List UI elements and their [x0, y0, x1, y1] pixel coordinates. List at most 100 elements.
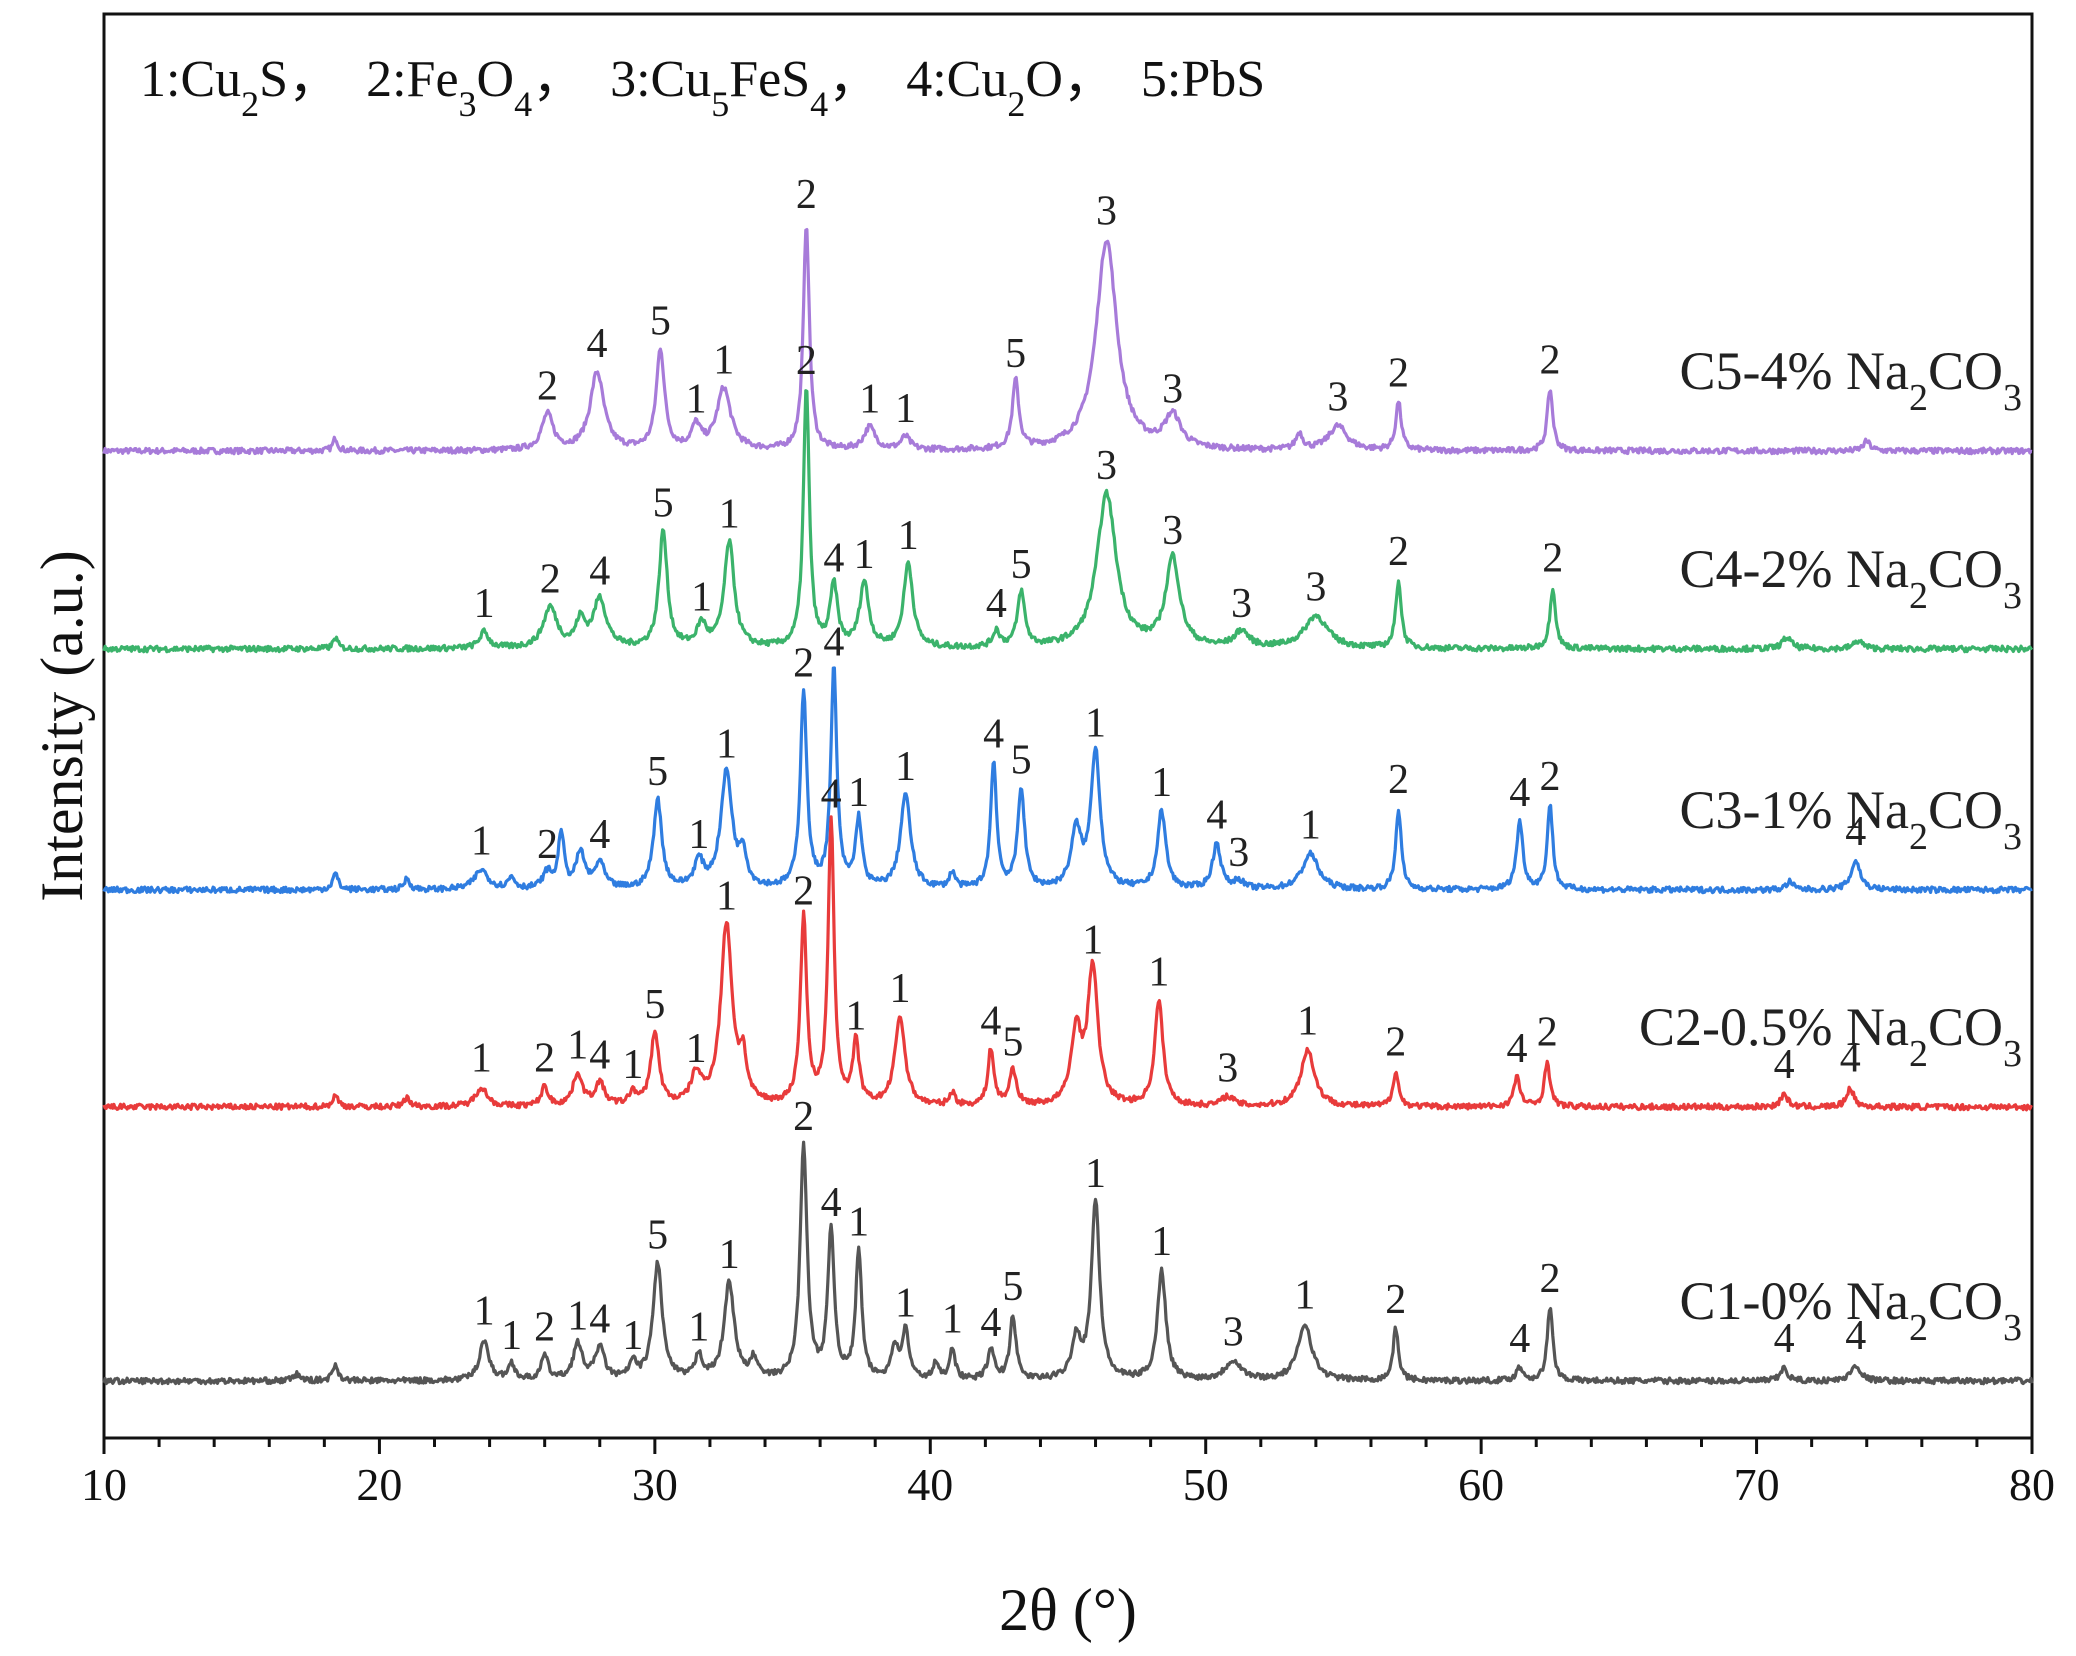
peak-label: 4 [1774, 1316, 1795, 1362]
peak-label: 5 [647, 749, 668, 795]
peak-label: 3 [1228, 830, 1249, 876]
peak-label: 1 [688, 812, 709, 858]
peak-label: 2 [1542, 535, 1563, 581]
peak-label: 1 [471, 1036, 492, 1082]
peak-label: 2 [1385, 1277, 1406, 1323]
series-line [102, 666, 2033, 895]
peak-label: 2 [1537, 1010, 1558, 1056]
peak-label: 1 [1085, 1151, 1106, 1197]
peak-label: 2 [534, 1305, 555, 1351]
peak-label: 3 [1217, 1045, 1238, 1091]
peak-label: 5 [1011, 542, 1032, 588]
peak-label: 2 [1385, 1019, 1406, 1065]
peak-label: 1 [501, 1313, 522, 1359]
x-axis-title: 2θ (°) [999, 1577, 1137, 1643]
sample-label: C1-0% Na2CO3 [1680, 1271, 2022, 1349]
peak-label: 1 [567, 1293, 588, 1339]
peak-label: 3 [1231, 581, 1252, 627]
x-tick-label: 30 [632, 1459, 678, 1510]
x-tick-label: 20 [356, 1459, 402, 1510]
peak-label: 5 [1002, 1264, 1023, 1310]
peak-label: 4 [823, 619, 844, 665]
peak-label: 1 [474, 581, 495, 627]
sample-label: C5-4% Na2CO3 [1680, 341, 2022, 419]
peak-label: 4 [1509, 770, 1530, 816]
peak-label: 1 [688, 1305, 709, 1351]
peak-label: 1 [1082, 917, 1103, 963]
plot-frame [102, 12, 2034, 1440]
peak-label: 1 [1151, 1219, 1172, 1265]
peak-label: 4 [986, 581, 1007, 627]
peak-label: 4 [821, 1180, 842, 1226]
peak-label: 1 [1297, 998, 1318, 1044]
peak-label: 5 [644, 982, 665, 1028]
peak-label: 1 [1148, 950, 1169, 996]
peak-label: 1 [889, 966, 910, 1012]
peak-label: 4 [1774, 1042, 1795, 1088]
peak-label: 1 [691, 574, 712, 620]
peak-label: 4 [589, 1297, 610, 1343]
peak-label: 1 [1151, 760, 1172, 806]
peak-label: 1 [622, 1313, 643, 1359]
peak-label: 5 [653, 480, 674, 526]
x-tick-label: 60 [1458, 1459, 1504, 1510]
peak-label: 1 [622, 1042, 643, 1088]
peak-label: 4 [1206, 793, 1227, 839]
trace-layer [102, 228, 2034, 1386]
peak-label: 2 [534, 1036, 555, 1082]
peak-label: 4 [589, 812, 610, 858]
peak-label: 4 [1845, 809, 1866, 855]
peak-label: 5 [650, 299, 671, 345]
x-axis-ticks: 10 20 30 40 50 60 70 80 [81, 1438, 2055, 1510]
peak-label: 3 [1327, 375, 1348, 421]
peak-label: 1 [859, 376, 880, 422]
peak-label: 2 [793, 1094, 814, 1140]
peak-label: 4 [1840, 1036, 1861, 1082]
peak-label: 4 [589, 1032, 610, 1078]
sample-label: C3-1% Na2CO3 [1680, 780, 2022, 858]
peak-label: 1 [942, 1297, 963, 1343]
peak-label: 4 [980, 1300, 1001, 1346]
peak-label: 1 [845, 993, 866, 1039]
series-line [102, 228, 2033, 456]
peak-label: 4 [1509, 1316, 1530, 1362]
peak-label: 5 [1005, 331, 1026, 377]
peak-label: 3 [1223, 1310, 1244, 1356]
peak-label: 1 [1294, 1272, 1315, 1318]
peak-label: 2 [540, 557, 561, 603]
peak-label: 1 [719, 492, 740, 538]
peak-label: 1 [1300, 802, 1321, 848]
peak-label: 2 [537, 822, 558, 868]
peak-label: 1 [686, 1026, 707, 1072]
series-line [102, 1140, 2034, 1386]
peak-label: 4 [1845, 1313, 1866, 1359]
phase-legend: 1:Cu2S， 2:Fe3O4， 3:Cu5FeS4， 4:Cu2O， 5:Pb… [140, 51, 1265, 124]
x-tick-label: 70 [1734, 1459, 1780, 1510]
sample-label-layer: C5-4% Na2CO3 C4-2% Na2CO3 C3-1% Na2CO3 C2-0… [1639, 341, 2022, 1349]
peak-label: 2 [1540, 1256, 1561, 1302]
peak-label: 1 [713, 337, 734, 383]
x-tick-label: 80 [2009, 1459, 2055, 1510]
series-line [102, 815, 2033, 1112]
series-line [102, 389, 2034, 654]
peak-label: 1 [567, 1023, 588, 1069]
peak-label: 1 [716, 721, 737, 767]
peak-label: 4 [589, 548, 610, 594]
peak-label: 3 [1162, 508, 1183, 554]
peak-label: 1 [474, 1289, 495, 1335]
sample-label: C4-2% Na2CO3 [1680, 539, 2022, 617]
peak-label: 4 [980, 998, 1001, 1044]
peak-label: 4 [821, 772, 842, 818]
peak-label: 2 [796, 338, 817, 384]
peak-label: 1 [716, 874, 737, 920]
peak-label: 2 [796, 172, 817, 218]
peak-label: 2 [1388, 757, 1409, 803]
peak-label: 4 [1506, 1026, 1527, 1072]
peak-label: 1 [471, 819, 492, 865]
peak-label: 4 [587, 321, 608, 367]
x-tick-label: 50 [1183, 1459, 1229, 1510]
peak-label: 1 [895, 1280, 916, 1326]
peak-label: 2 [1540, 337, 1561, 383]
